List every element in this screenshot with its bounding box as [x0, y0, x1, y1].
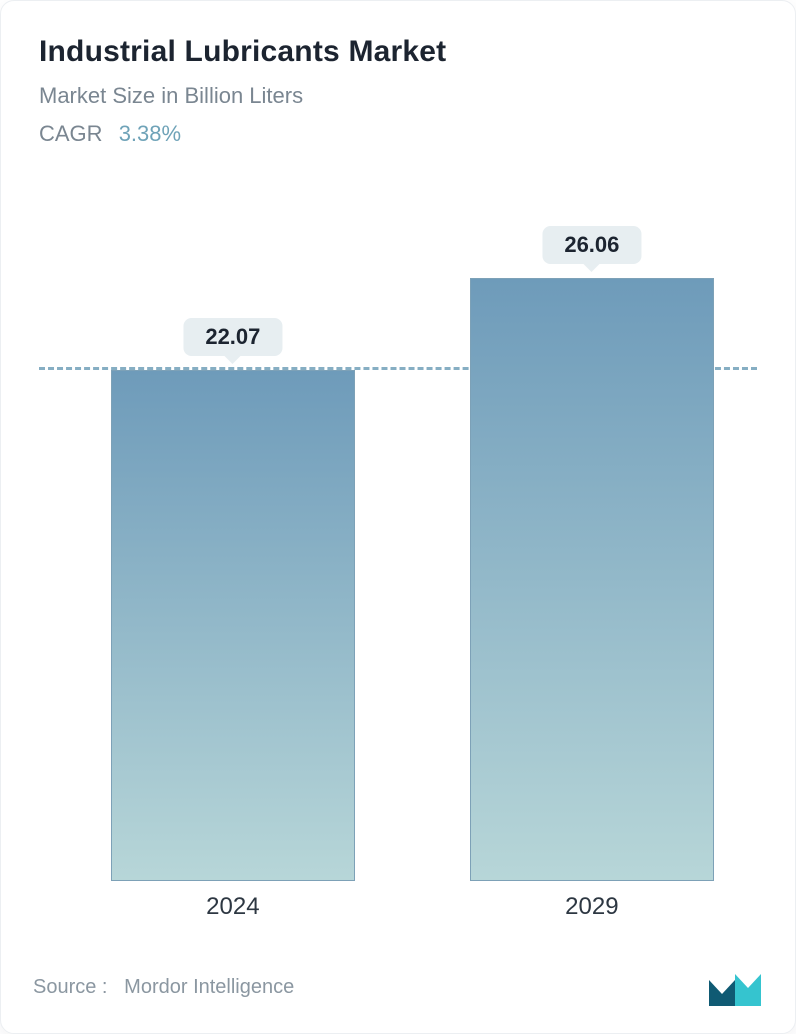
cagr-row: CAGR 3.38%: [39, 121, 757, 147]
value-label-2029: 26.06: [542, 226, 641, 264]
chart-card: Industrial Lubricants Market Market Size…: [0, 0, 796, 1034]
chart-subtitle: Market Size in Billion Liters: [39, 83, 757, 109]
bar-2029: [470, 278, 714, 881]
mordor-logo-icon: [707, 966, 763, 1008]
bar-2024: [111, 370, 355, 881]
cagr-value: 3.38%: [119, 121, 181, 146]
plot-area: 22.07 26.06: [39, 187, 757, 881]
cagr-label: CAGR: [39, 121, 103, 146]
x-label-2029: 2029: [565, 893, 618, 921]
x-label-2024: 2024: [206, 893, 259, 921]
source-text: Source : Mordor Intelligence: [33, 976, 294, 999]
header: Industrial Lubricants Market Market Size…: [1, 1, 795, 147]
footer: Source : Mordor Intelligence: [1, 961, 795, 1033]
source-name: Mordor Intelligence: [124, 976, 294, 998]
chart-title: Industrial Lubricants Market: [39, 35, 757, 69]
chart-area: 22.07 26.06 2024 2029: [39, 187, 757, 961]
value-label-2024: 22.07: [183, 318, 282, 356]
bar-gradient: [471, 279, 713, 880]
bar-gradient: [112, 371, 354, 880]
source-label: Source :: [33, 976, 107, 998]
x-axis-labels: 2024 2029: [39, 893, 757, 933]
